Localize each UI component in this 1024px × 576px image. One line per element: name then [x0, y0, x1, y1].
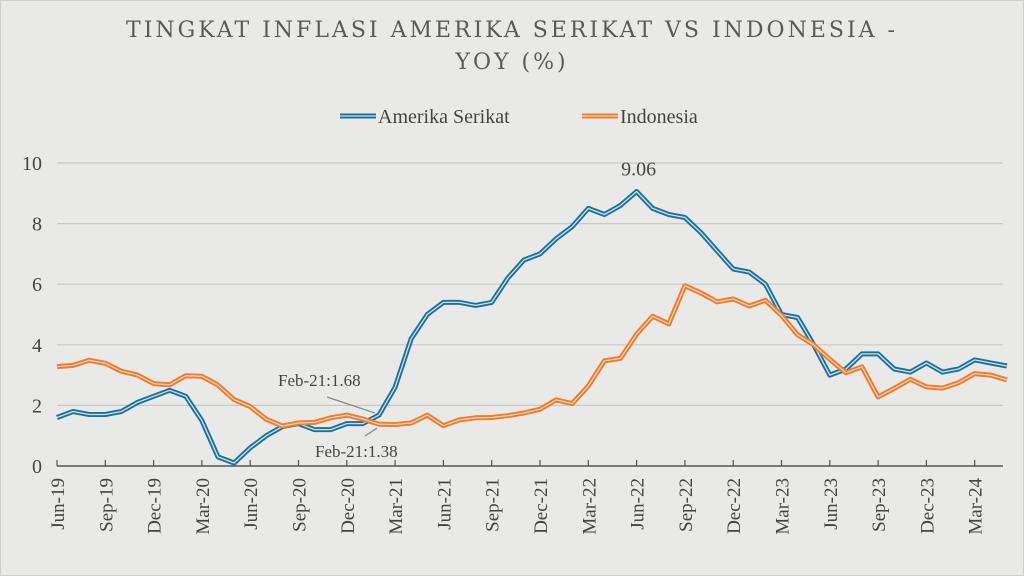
annotation-id-feb21: Feb-21:1.38 — [315, 442, 398, 461]
x-tick-label: Dec-20 — [338, 478, 359, 534]
x-tick-label: Sep-22 — [676, 478, 697, 532]
annotation-peak: 9.06 — [621, 158, 656, 180]
annotation-us-feb21: Feb-21:1.68 — [278, 371, 361, 390]
x-tick-label: Jun-19 — [48, 478, 69, 530]
x-tick-label: Sep-20 — [290, 478, 311, 532]
x-tick-label: Jun-23 — [821, 478, 842, 530]
x-tick-label: Dec-22 — [724, 478, 745, 534]
annotation-leader — [326, 396, 376, 414]
x-tick-label: Mar-20 — [193, 478, 214, 535]
annotation-leader — [364, 427, 378, 437]
x-tick-label: Mar-22 — [579, 478, 600, 535]
x-tick-label: Mar-21 — [386, 478, 407, 535]
series-line-amerika-serikat — [56, 189, 1008, 466]
y-tick-label: 8 — [32, 214, 42, 236]
x-tick-label: Mar-23 — [773, 478, 794, 535]
x-tick-label: Dec-19 — [145, 478, 166, 534]
y-tick-label: 4 — [32, 335, 42, 357]
x-tick-label: Mar-24 — [966, 478, 987, 535]
x-tick-label: Sep-23 — [869, 478, 890, 532]
y-tick-label: 2 — [32, 395, 42, 417]
y-tick-label: 6 — [32, 274, 42, 296]
chart-title-line1: TINGKAT INFLASI AMERIKA SERIKAT VS INDON… — [126, 18, 898, 43]
x-tick-label: Dec-21 — [531, 478, 552, 534]
series-line-inner — [56, 190, 1008, 464]
x-tick-label: Dec-23 — [917, 478, 938, 534]
x-tick-label: Jun-21 — [434, 478, 455, 530]
legend-label: Amerika Serikat — [378, 106, 510, 128]
y-tick-label: 0 — [32, 456, 42, 478]
legend-label: Indonesia — [620, 106, 698, 128]
x-tick-label: Sep-21 — [483, 478, 504, 532]
y-tick-label: 10 — [22, 153, 42, 175]
x-tick-label: Sep-19 — [96, 478, 117, 532]
x-tick-label: Jun-22 — [628, 478, 649, 530]
x-tick-label: Jun-20 — [241, 478, 262, 530]
series-line-inner — [56, 285, 1008, 427]
chart-title-line2: YOY (%) — [455, 50, 569, 75]
